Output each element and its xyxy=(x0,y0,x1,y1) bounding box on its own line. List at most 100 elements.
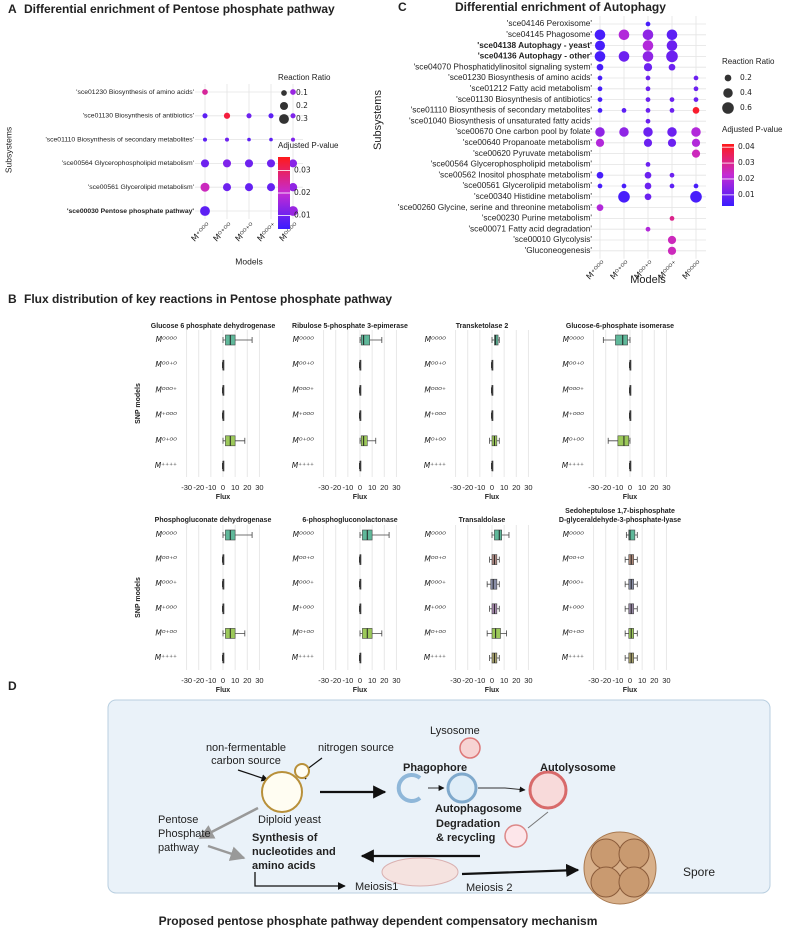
x-tick-label: -30 xyxy=(181,676,192,685)
y-tick-label: Mᴼᴼᴼᴼ xyxy=(563,530,585,539)
degradation-label: Degradation xyxy=(436,818,500,830)
x-axis-title: Flux xyxy=(485,687,499,694)
dot xyxy=(222,159,232,168)
subplot-title: D-glyceraldehyde-3-phosphate-lyase xyxy=(559,517,681,524)
dot xyxy=(594,40,606,51)
autolysosome-icon xyxy=(528,770,568,810)
x-axis-title: Flux xyxy=(623,687,637,694)
x-tick-label: 10 xyxy=(368,676,376,685)
x-tick-label: 0 xyxy=(358,676,362,685)
meiosis-cell xyxy=(381,857,459,887)
dot xyxy=(244,183,254,192)
y-tick-label: M⁺ᴼᴼᴼ xyxy=(562,411,584,420)
box xyxy=(617,435,630,447)
dot xyxy=(666,29,678,41)
dot xyxy=(668,63,676,71)
dot xyxy=(618,190,630,203)
row-label: 'sce01110 Biosynthesis of secondary meta… xyxy=(45,136,194,143)
panel-label: C xyxy=(398,0,407,14)
x-tick-label: 10 xyxy=(500,676,508,685)
dot xyxy=(644,193,652,201)
dot xyxy=(691,138,701,147)
y-tick-label: M⁺⁺⁺⁺ xyxy=(424,653,446,662)
y-tick-label: Mᴼᴼᴼ⁺ xyxy=(292,385,314,394)
y-tick-label: M⁺⁺⁺⁺ xyxy=(155,461,177,470)
y-tick-label: M⁺ᴼᴼᴼ xyxy=(424,411,446,420)
ppp-label: Phosphate xyxy=(158,828,211,840)
y-tick-label: Mᴼᴼᴼᴼ xyxy=(425,335,447,344)
size-legend-dot xyxy=(279,114,289,124)
size-legend-label: 0.2 xyxy=(740,73,752,82)
dot xyxy=(693,183,699,189)
y-tick-label: Mᴼᴼᴼᴼ xyxy=(293,530,315,539)
x-tick-label: -10 xyxy=(342,676,353,685)
dot xyxy=(288,206,298,216)
colorbar-label: 0.03 xyxy=(294,166,311,175)
size-legend-label: 0.1 xyxy=(296,88,308,97)
x-tick-label: 20 xyxy=(512,676,520,685)
dot xyxy=(202,113,208,119)
x-tick-label: M⁺ᴼᴼᴼ xyxy=(585,259,608,282)
y-tick-label: Mᴼᴼᴼᴼ xyxy=(156,335,178,344)
row-label: 'sce00010 Glycolysis' xyxy=(513,234,592,244)
row-label: 'sce01110 Biosynthesis of secondary meta… xyxy=(411,105,593,115)
x-tick-label: 30 xyxy=(392,483,400,492)
y-tick-label: Mᴼᴼ⁺ᴼ xyxy=(562,555,584,564)
y-tick-label: Mᴼ⁺ᴼᴼ xyxy=(155,628,177,637)
arrow xyxy=(461,863,580,878)
y-axis-title: SNP models xyxy=(135,577,142,618)
dot xyxy=(224,137,230,142)
box xyxy=(494,529,502,541)
dot xyxy=(644,171,652,179)
box xyxy=(360,334,370,346)
x-tick-label: 20 xyxy=(243,676,251,685)
spore xyxy=(590,838,622,870)
y-tick-label: Mᴼᴼ⁺ᴼ xyxy=(155,360,177,369)
y-tick-label: M⁺⁺⁺⁺ xyxy=(562,461,584,470)
dot xyxy=(597,183,603,189)
size-legend-dot xyxy=(281,90,287,96)
x-tick-label: 0 xyxy=(628,676,632,685)
nitrogen-source: nitrogen source xyxy=(318,742,394,754)
y-tick-label: M⁺ᴼᴼᴼ xyxy=(424,604,446,613)
x-tick-label: 20 xyxy=(380,676,388,685)
dot xyxy=(645,162,651,167)
dot xyxy=(669,183,675,189)
degradation-label: & recycling xyxy=(436,832,495,844)
dot xyxy=(692,107,700,114)
dot xyxy=(667,235,677,245)
colorbar xyxy=(722,144,734,206)
colorbar-label: 0.03 xyxy=(738,158,755,167)
yeast-cell xyxy=(261,771,303,813)
size-legend-label: 0.2 xyxy=(296,101,308,110)
degradation-icon xyxy=(504,824,528,848)
spore-label: Spore xyxy=(683,865,715,879)
panel-title: Differential enrichment of Pentose phosp… xyxy=(24,2,335,16)
y-tick-label: M⁺⁺⁺⁺ xyxy=(424,461,446,470)
y-tick-label: M⁺⁺⁺⁺ xyxy=(155,653,177,662)
dot xyxy=(666,40,678,51)
y-tick-label: Mᴼᴼ⁺ᴼ xyxy=(292,555,314,564)
y-tick-label: Mᴼ⁺ᴼᴼ xyxy=(292,628,314,637)
dot xyxy=(597,108,603,113)
x-tick-label: -20 xyxy=(330,676,341,685)
dot xyxy=(693,86,699,92)
x-tick-label: 20 xyxy=(243,483,251,492)
x-tick-label: -10 xyxy=(474,676,485,685)
arrow xyxy=(237,769,269,782)
x-tick-label: -20 xyxy=(462,676,473,685)
dot xyxy=(288,182,298,192)
row-label: 'sce04138 Autophagy - yeast' xyxy=(477,40,592,50)
x-tick-label: -20 xyxy=(193,483,204,492)
colorbar-label: 0.02 xyxy=(294,188,311,197)
row-label: 'sce00340 Histidine metabolism' xyxy=(474,191,592,201)
x-tick-label: 0 xyxy=(221,676,225,685)
subplot-title: Phosphogluconate dehydrogenase xyxy=(155,517,272,524)
color-legend-title: Adjusted P-value xyxy=(722,125,783,134)
colorbar-label: 0.01 xyxy=(738,190,755,199)
dot xyxy=(669,216,675,221)
y-axis-title: Subsystems xyxy=(372,90,384,150)
dot xyxy=(645,226,651,232)
row-label: 'sce00620 Pyruvate metabolism' xyxy=(473,148,592,158)
box xyxy=(491,628,501,639)
